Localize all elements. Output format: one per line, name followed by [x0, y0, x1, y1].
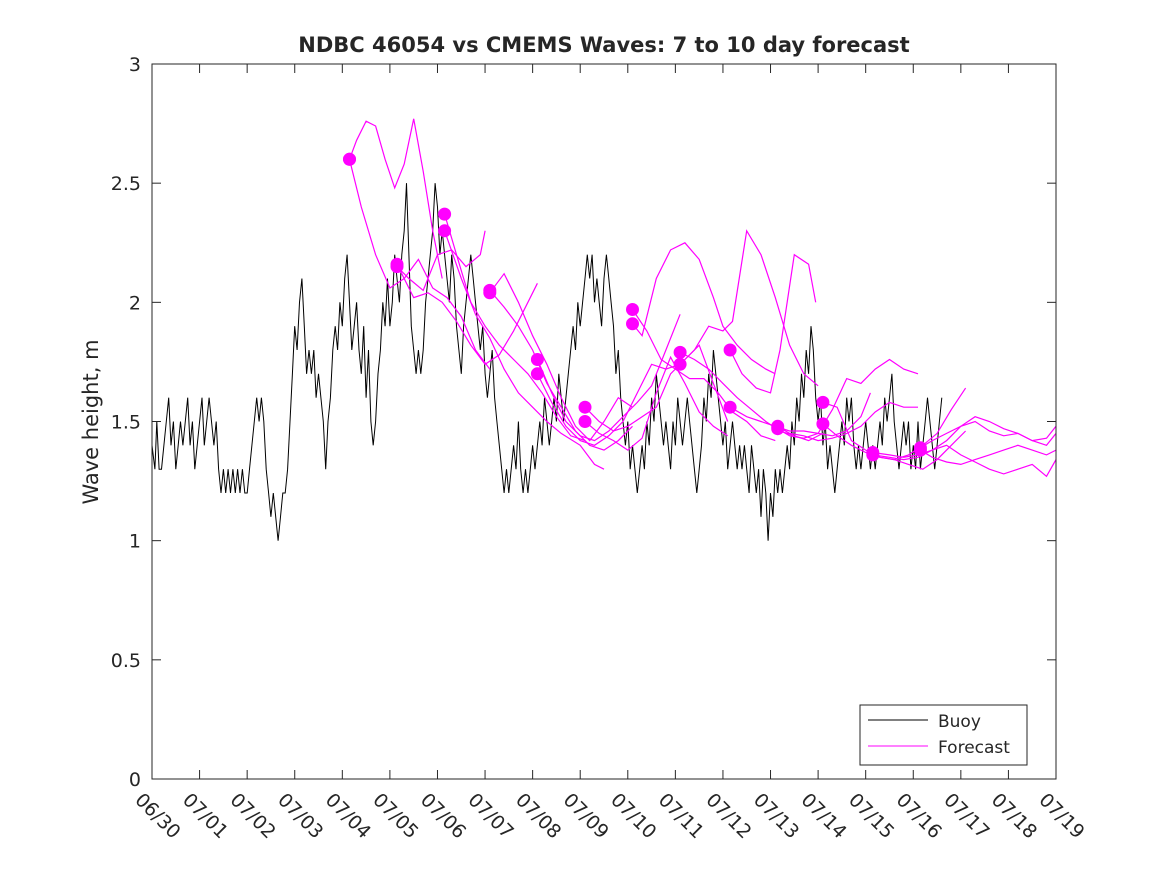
forecast-line [396, 263, 538, 366]
y-tick-label: 0 [129, 769, 141, 791]
forecast-line [536, 314, 681, 442]
forecast-line [729, 253, 817, 394]
forecast-start-point [438, 207, 452, 221]
y-axis-ticks: 0 0.5 1 1.5 2 2.5 3 [111, 54, 1056, 791]
forecast-start-point [816, 395, 830, 409]
forecast-start-points [343, 152, 927, 462]
forecast-series-group [348, 118, 1056, 478]
forecast-line [729, 392, 871, 437]
forecast-start-point [438, 224, 452, 238]
y-tick-label: 0.5 [111, 650, 141, 672]
y-tick-label: 2.5 [111, 173, 141, 195]
forecast-line [489, 272, 633, 442]
forecast-line [632, 309, 776, 442]
forecast-start-point [913, 443, 927, 457]
legend-buoy-label: Buoy [938, 712, 981, 732]
legend: Buoy Forecast [859, 704, 1028, 766]
forecast-line [348, 159, 491, 370]
forecast-start-point [530, 353, 544, 366]
forecast-start-point [530, 367, 544, 381]
y-tick-label: 3 [129, 54, 141, 76]
forecast-line [489, 290, 633, 451]
forecast-start-point [816, 417, 830, 431]
chart-title: NDBC 46054 vs CMEMS Waves: 7 to 10 day f… [298, 33, 909, 57]
forecast-start-point [483, 283, 497, 297]
forecast-line [679, 229, 819, 387]
forecast-line [777, 401, 918, 442]
forecast-start-point [626, 303, 639, 316]
forecast-line [872, 444, 1056, 478]
forecast-line [920, 420, 1056, 449]
legend-forecast-label: Forecast [938, 738, 1010, 758]
y-axis-label: Wave height, m [79, 339, 103, 504]
forecast-line [920, 444, 1056, 466]
forecast-start-point [343, 152, 356, 166]
legend-box [859, 704, 1028, 766]
forecast-start-point [771, 422, 785, 436]
forecast-line [536, 363, 681, 446]
forecast-start-point [578, 400, 592, 414]
forecast-start-point [578, 415, 592, 428]
forecast-start-point [673, 357, 687, 371]
forecast-line [444, 230, 605, 470]
forecast-line [444, 213, 586, 442]
forecast-line [632, 242, 776, 375]
forecast-start-point [866, 448, 880, 462]
forecast-line [584, 344, 729, 432]
forecast-line [777, 358, 919, 439]
y-tick-label: 1 [129, 531, 141, 553]
y-tick-label: 1.5 [111, 412, 141, 434]
forecast-line [396, 230, 486, 292]
forecast-start-point [673, 345, 687, 359]
forecast-start-point [390, 260, 404, 274]
forecast-start-point [723, 343, 737, 357]
forecast-line [584, 355, 729, 451]
forecast-line [348, 118, 443, 279]
forecast-start-point [626, 317, 639, 331]
y-tick-label: 2 [129, 292, 141, 314]
forecast-start-point [723, 400, 737, 414]
forecast-line [822, 387, 967, 461]
